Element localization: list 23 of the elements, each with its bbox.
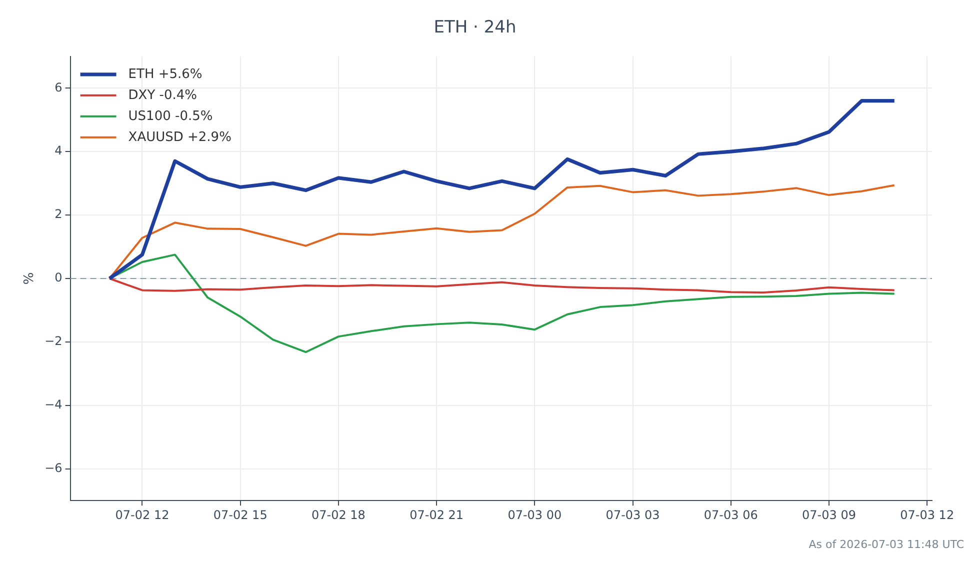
y-tick-label: 0 — [54, 270, 62, 285]
x-tick-label: 07-03 09 — [802, 508, 856, 522]
y-axis-title: % — [22, 272, 38, 285]
x-tick-label: 07-02 21 — [410, 508, 464, 522]
x-tick-label: 07-02 18 — [311, 508, 366, 522]
y-tick-label: −6 — [44, 460, 62, 475]
legend-label: ETH +5.6% — [128, 66, 202, 82]
x-tick-label: 07-02 15 — [213, 508, 268, 522]
y-tick-label: 2 — [54, 207, 62, 222]
y-tick-label: 4 — [54, 144, 62, 158]
x-tick-label: 07-02 12 — [115, 508, 170, 522]
legend-label: XAUUSD +2.9% — [128, 130, 232, 145]
legend-label: US100 -0.5% — [128, 108, 213, 124]
y-tick-label: −2 — [44, 334, 62, 348]
y-tick-label: 6 — [54, 80, 62, 94]
x-tick-label: 07-03 12 — [900, 508, 954, 522]
x-tick-label: 07-03 06 — [704, 508, 758, 522]
x-tick-label: 07-03 03 — [606, 508, 660, 522]
y-tick-label: −4 — [44, 398, 62, 412]
legend-label: DXY -0.4% — [128, 88, 198, 103]
x-tick-label: 07-03 00 — [508, 508, 562, 522]
text: As of 2026-07-03 11:48 UTC — [808, 538, 964, 551]
chart-title: ETH · 24h — [434, 18, 516, 38]
